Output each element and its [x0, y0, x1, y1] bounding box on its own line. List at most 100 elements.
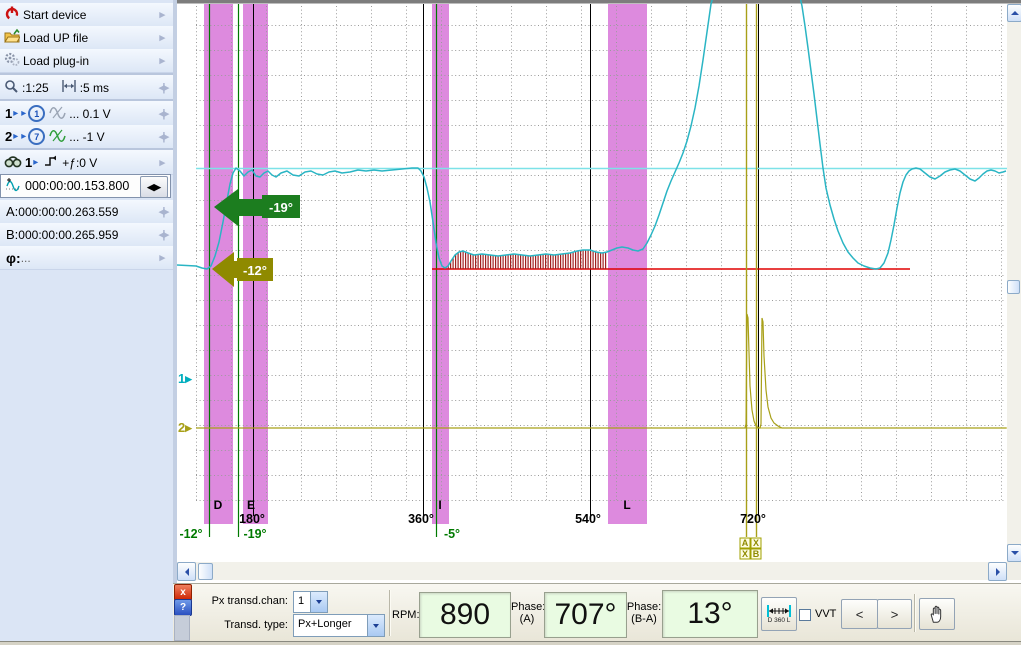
channel-1-marker[interactable]: 1▸: [178, 371, 193, 386]
degree-labels: 180° 360° 540° 720°: [239, 512, 766, 526]
channel-1-row[interactable]: 1 ▸ ▸ 1 ... 0.1 V ◂|▸: [0, 102, 173, 126]
bottom-toolbar: x ? Px transd.chan: 1 Transd. type: Px+L…: [173, 583, 1021, 641]
chevron-right-icon[interactable]: ▸: [159, 32, 165, 44]
prev-next-icon[interactable]: ◂|▸: [158, 82, 169, 94]
olive-phase-arrow[interactable]: -12°: [212, 252, 273, 287]
px-transd-chan-label: Px transd.chan:: [211, 595, 288, 607]
toolbar-separator: [389, 590, 391, 636]
vertical-scrollbar[interactable]: [1007, 4, 1021, 562]
vvt-label: VVT: [815, 608, 837, 620]
waveform-plot[interactable]: 1▸ 2▸ -19° -12° D E I L 180° 360° 540° 7…: [177, 0, 1007, 562]
sidebar-item-load-up-file[interactable]: Load UP file ▸: [0, 26, 173, 50]
zoom-time-value: :5 ms: [79, 80, 110, 95]
scroll-left-button[interactable]: [177, 562, 196, 581]
pan-hand-button[interactable]: [919, 598, 955, 630]
prev-next-icon[interactable]: ◂|▸: [158, 131, 169, 143]
wave-icon: [49, 105, 67, 123]
close-button[interactable]: x: [174, 584, 192, 601]
cursor-degree-labels: -12° -19° -5°: [179, 527, 460, 541]
prev-cycle-button[interactable]: <: [841, 599, 878, 629]
transd-type-value: Px+Longer: [298, 618, 352, 630]
phi-label: φ:: [6, 249, 21, 266]
prev-next-icon[interactable]: ◂|▸: [158, 108, 169, 120]
transd-type-label: Transd. type:: [224, 619, 288, 631]
zoom-row[interactable]: :1:25 :5 ms ◂|▸: [0, 76, 173, 100]
degree-label-720: 720°: [740, 512, 766, 526]
folder-up-icon: [4, 28, 21, 47]
binoculars-icon: [4, 154, 22, 172]
chevron-right-icon[interactable]: ▸: [159, 252, 165, 264]
vvt-checkbox[interactable]: [799, 609, 811, 621]
grip-x2-label: X: [742, 549, 748, 559]
separator: [0, 73, 173, 76]
phase-row[interactable]: φ: ... ▸: [0, 246, 173, 270]
transd-type-select[interactable]: Px+Longer: [293, 614, 385, 637]
channel-value: ... 0.1 V: [69, 106, 111, 121]
vertical-scroll-thumb[interactable]: [1007, 280, 1020, 294]
ab-cursor-grips[interactable]: A X X B: [739, 537, 762, 560]
event-label-L: L: [623, 498, 630, 512]
channel-arrow-icon: ▸: [33, 157, 39, 168]
chevron-right-icon[interactable]: ▸: [159, 157, 165, 169]
px-transd-chan-value: 1: [298, 595, 305, 607]
toolbar-separator: [914, 594, 916, 632]
time-position-row[interactable]: 000:00:00.153.800 ◀▶: [0, 174, 171, 198]
cursor-a-row[interactable]: A: 000:00:00.263.559 ◂|▸: [0, 200, 173, 224]
grip-x1-label: X: [753, 538, 759, 548]
grip-b-label: B: [753, 549, 760, 559]
cursor-b-row[interactable]: B: 000:00:00.265.959 ◂|▸: [0, 223, 173, 247]
channel-number: 2: [5, 129, 13, 144]
channel-arrow-icon: ▸: [13, 108, 19, 119]
menu-label: Load plug-in: [23, 53, 90, 68]
sidebar-item-load-plugin[interactable]: Load plug-in ▸: [0, 49, 173, 73]
timewave-icon: [5, 177, 22, 195]
degree-label-180: 180°: [239, 512, 265, 526]
sync-row[interactable]: 1 ▸ +ƒ:0 V ▸: [0, 151, 173, 175]
green-phase-arrow[interactable]: -19°: [214, 189, 300, 226]
toolbar-left-strip: [174, 615, 190, 641]
next-cycle-button[interactable]: >: [877, 599, 912, 629]
phase-ba-display: 13°: [662, 590, 758, 638]
probe-number-badge: 7: [28, 128, 46, 145]
ab-cursor-lines[interactable]: [745, 4, 758, 537]
menu-label: Start device: [23, 7, 87, 22]
degree-marker-lines: [253, 4, 759, 516]
prev-next-icon[interactable]: ◂|▸: [158, 206, 169, 218]
chevron-right-icon[interactable]: ▸: [159, 9, 165, 21]
phase-ba-label: Phase: (B-A): [626, 601, 662, 625]
plot-top-border: [177, 0, 1021, 4]
cursor-label-minus19: -19°: [243, 527, 266, 541]
menu-label: Load UP file: [23, 30, 89, 45]
ruler-icon: [767, 605, 791, 617]
phase-ba-sub-text: (B-A): [631, 613, 657, 625]
green-arrow-label: -19°: [269, 200, 293, 215]
scroll-up-button[interactable]: [1007, 4, 1021, 22]
degree-label-540: 540°: [575, 512, 601, 526]
separator: [0, 99, 173, 102]
cursor-b-value: 000:00:00.265.959: [18, 227, 119, 242]
separator: [0, 148, 173, 151]
scroll-right-button[interactable]: [988, 562, 1007, 581]
horizontal-scrollbar[interactable]: [177, 562, 1007, 581]
phase-a-label: Phase: (A): [511, 601, 545, 625]
channel-2-row[interactable]: 2 ▸ ▸ 7 ... -1 V ◂|▸: [0, 125, 173, 149]
chevron-right-icon[interactable]: ▸: [159, 55, 165, 67]
ruler-360-button[interactable]: D 360 L: [761, 597, 797, 631]
scroll-down-button[interactable]: [1007, 544, 1021, 562]
dropdown-arrow-icon[interactable]: [367, 615, 384, 636]
sync-channel: 1: [25, 155, 33, 170]
dropdown-arrow-icon[interactable]: [310, 592, 327, 612]
sidebar-item-start-device[interactable]: Start device ▸: [0, 3, 173, 27]
phase-a-display: 707°: [544, 592, 627, 638]
zoom-scale-value: :1:25: [22, 80, 49, 95]
time-step-buttons[interactable]: ◀▶: [140, 176, 168, 198]
magnifier-icon: [4, 79, 19, 97]
channel-number: 1: [5, 106, 13, 121]
event-label-I: I: [438, 498, 441, 512]
band-L: [608, 4, 647, 524]
degree-label-360: 360°: [408, 512, 434, 526]
channel-2-marker[interactable]: 2▸: [178, 420, 193, 435]
px-transd-chan-select[interactable]: 1: [293, 591, 328, 613]
horizontal-scroll-thumb[interactable]: [198, 563, 213, 580]
prev-next-icon[interactable]: ◂|▸: [158, 229, 169, 241]
